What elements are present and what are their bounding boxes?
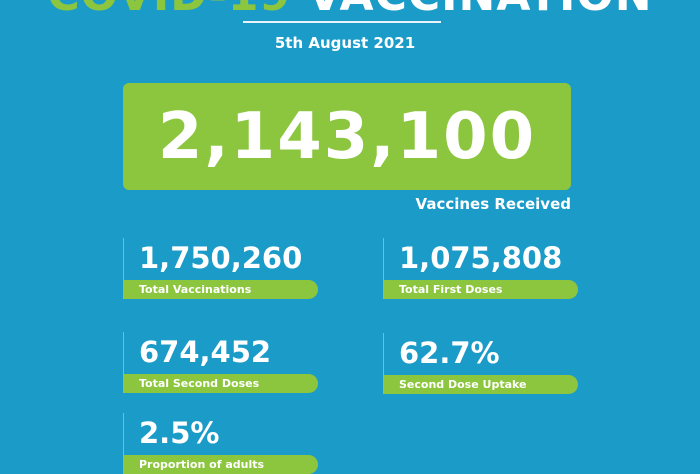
stat-value: 1,075,808 [399,241,563,275]
title-vaccination: VACCINATION [307,0,652,21]
hero-box: 2,143,100 [123,83,571,190]
stat-label: Second Dose Uptake [384,375,578,394]
stat-proportion-adults: 2.5% Proportion of adults [123,413,318,474]
stat-total-second-doses: 674,452 Total Second Doses [123,332,318,393]
stat-label: Total First Doses [384,280,578,299]
stat-total-vaccinations: 1,750,260 Total Vaccinations [123,238,318,299]
stat-label: Total Second Doses [124,374,318,393]
vaccines-received-value: 2,143,100 [157,99,537,174]
stat-value: 2.5% [139,416,220,450]
title-covid: COVID-19 [47,0,291,21]
stat-second-dose-uptake: 62.7% Second Dose Uptake [383,333,578,394]
vaccines-received-label: Vaccines Received [415,195,571,213]
stat-value: 62.7% [399,336,500,370]
title-divider [243,21,441,23]
page-title: COVID-19 VACCINATION [0,0,700,21]
stat-label: Proportion of adults [124,455,318,474]
stat-label: Total Vaccinations [124,280,318,299]
report-date: 5th August 2021 [274,34,416,52]
stat-value: 1,750,260 [139,241,303,275]
stat-total-first-doses: 1,075,808 Total First Doses [383,238,578,299]
stat-value: 674,452 [139,335,272,369]
